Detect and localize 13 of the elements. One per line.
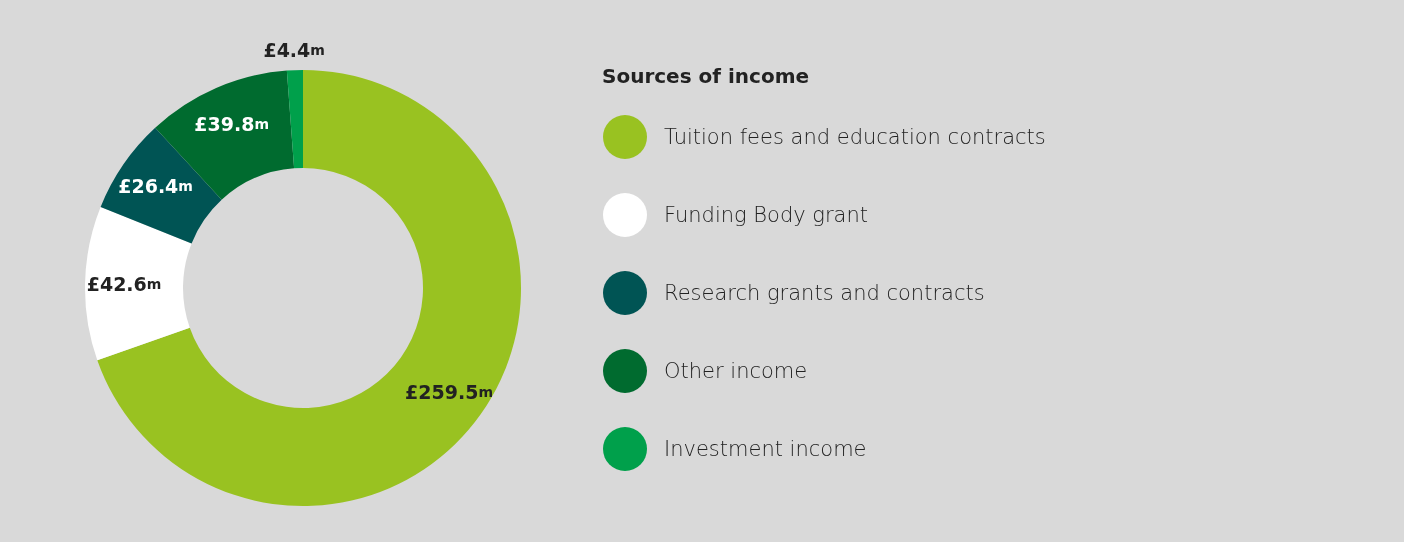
data-label: £26.4m <box>118 175 193 198</box>
data-label: £42.6m <box>86 273 162 296</box>
legend-label: Other income <box>664 359 808 383</box>
legend-title: Sources of income <box>602 64 811 88</box>
data-label: £4.4m <box>263 39 325 62</box>
donut-slice <box>286 70 303 169</box>
legend-label: Tuition fees and education contracts <box>664 125 1046 149</box>
legend-label: Research grants and contracts <box>664 281 985 305</box>
donut-slice <box>85 207 192 361</box>
data-label: £39.8m <box>194 112 270 135</box>
legend-label: Funding Body grant <box>664 203 868 227</box>
legend-label: Investment income <box>664 437 867 461</box>
data-label: £259.5m <box>405 380 493 403</box>
